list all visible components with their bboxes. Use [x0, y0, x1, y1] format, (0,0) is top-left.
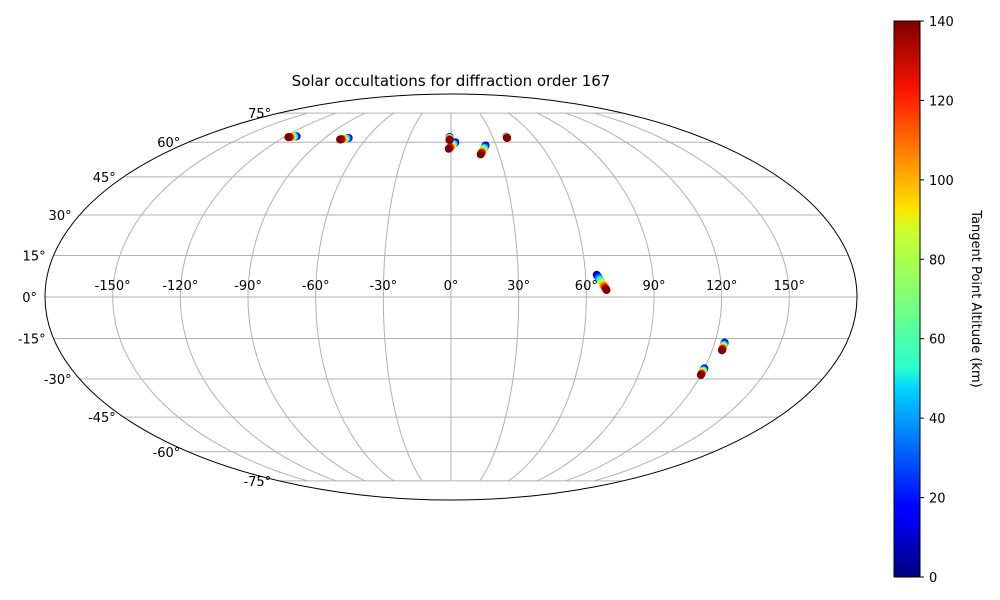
scatter-points [284, 132, 729, 380]
longitude-tick-label: -30° [369, 279, 397, 294]
graticule [45, 112, 857, 482]
colorbar: 0 20 40 60 80 100 120 140 Tangent Point Altitud… [893, 15, 983, 586]
longitude-tick-label: 120° [706, 279, 737, 294]
latitude-tick-label: -60° [153, 446, 181, 461]
colorbar-tick-label: 100 [929, 174, 954, 189]
longitude-tick-label: -120° [162, 279, 198, 294]
latitude-tick-label: 45° [93, 171, 116, 186]
latitude-tick-label: -75° [243, 475, 271, 490]
data-point [503, 133, 512, 142]
meridian-line [179, 112, 337, 482]
meridian-line [315, 112, 395, 482]
data-point [445, 136, 454, 145]
colorbar-ticks: 0 20 40 60 80 100 120 140 [920, 15, 954, 586]
longitude-tick-label: -90° [234, 279, 262, 294]
longitude-tick-label: 30° [507, 279, 530, 294]
data-point [284, 133, 293, 142]
latitude-tick-label: 0° [22, 291, 37, 306]
longitude-tick-label: 60° [575, 279, 598, 294]
data-point [476, 150, 485, 159]
meridian-line [507, 112, 587, 482]
colorbar-label: Tangent Point Altitude (km) [968, 209, 983, 387]
longitude-tick-label: 90° [642, 279, 665, 294]
colorbar-tick-label: 20 [929, 492, 946, 507]
colorbar-tick-label: 120 [929, 94, 954, 109]
data-point [696, 371, 705, 380]
longitude-tick-label: -150° [95, 279, 131, 294]
colorbar-tick-label: 60 [929, 333, 946, 348]
data-point [444, 144, 453, 153]
latitude-tick-labels: 75° 60° 45° 30° 15° 0° -15° -30° -45° -60° -75° [18, 107, 271, 490]
colorbar-tick-label: 0 [929, 571, 937, 586]
colorbar-tick-label: 140 [929, 15, 954, 30]
data-point [602, 286, 611, 295]
colorbar-gradient [893, 20, 921, 578]
meridian-line [247, 112, 366, 482]
longitude-tick-label: -60° [302, 279, 330, 294]
chart-title: Solar occultations for diffraction order… [292, 72, 611, 90]
latitude-tick-label: -45° [88, 411, 116, 426]
longitude-tick-labels: -150° -120° -90° -60° -30° 0° 30° 60° 90° 120° 150… [95, 279, 805, 294]
latitude-tick-label: -15° [18, 333, 46, 348]
latitude-tick-label: 75° [248, 107, 271, 122]
colorbar-tick-label: 80 [929, 253, 946, 268]
latitude-tick-label: 30° [49, 209, 72, 224]
map-outline [44, 93, 858, 501]
latitude-tick-label: 60° [157, 136, 180, 151]
latitude-tick-label: -30° [44, 373, 72, 388]
data-point [336, 135, 345, 144]
meridian-line [112, 112, 308, 482]
longitude-tick-label: 0° [444, 279, 459, 294]
meridian-line [382, 112, 423, 482]
latitude-tick-label: 15° [23, 249, 46, 264]
meridian-line [479, 112, 520, 482]
longitude-tick-label: 150° [774, 279, 805, 294]
meridian-line [594, 112, 790, 482]
data-point [717, 346, 726, 355]
meridian-line [536, 112, 655, 482]
meridian-line [565, 112, 723, 482]
colorbar-tick-label: 40 [929, 412, 946, 427]
